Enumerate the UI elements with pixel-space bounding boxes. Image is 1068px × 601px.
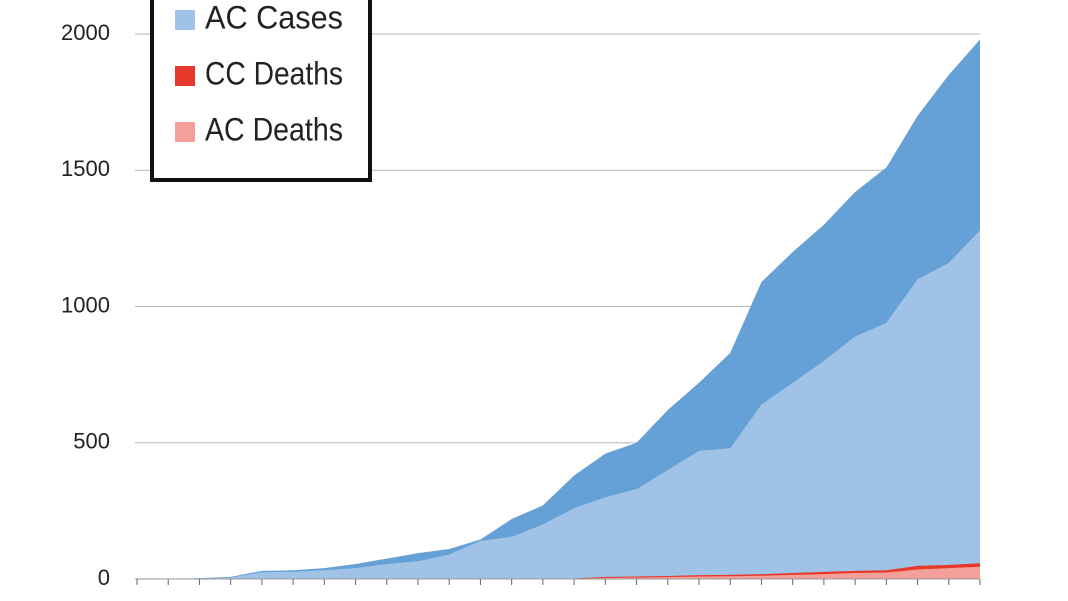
legend-swatch [175, 66, 195, 86]
y-tick-label: 500 [73, 429, 110, 454]
area [137, 566, 980, 579]
y-tick-label: 2000 [61, 20, 110, 45]
y-tick-label: 1500 [61, 156, 110, 181]
legend-label: AC Cases [205, 0, 343, 35]
y-tick-label: 0 [98, 565, 110, 590]
y-tick-label: 1000 [61, 292, 110, 317]
legend-label: CC Deaths [205, 55, 343, 91]
area [137, 230, 980, 579]
area [137, 563, 980, 579]
legend-swatch [175, 122, 195, 142]
legend-label: AC Deaths [205, 111, 343, 147]
legend-swatch [175, 10, 195, 30]
